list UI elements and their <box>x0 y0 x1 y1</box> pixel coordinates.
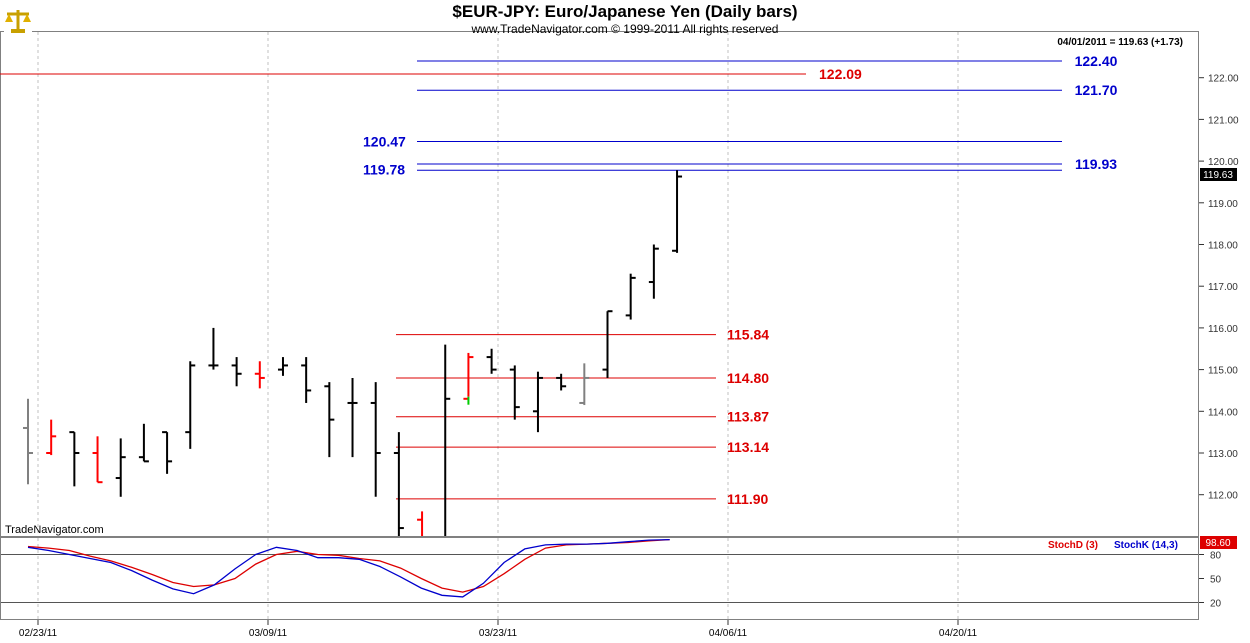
last-price-badge-text: 119.63 <box>1203 170 1233 181</box>
chart-subtitle: www.TradeNavigator.com © 1999-2011 All r… <box>471 22 779 36</box>
chart-title: $EUR-JPY: Euro/Japanese Yen (Daily bars) <box>452 2 797 21</box>
watermark: TradeNavigator.com <box>5 524 104 536</box>
stoch-value-badge <box>1200 536 1237 549</box>
x-tick-label: 04/20/11 <box>939 628 978 639</box>
stochastic-lines <box>1 538 1198 603</box>
red-level-label: 122.09 <box>819 66 862 82</box>
y-tick-label: 112.00 <box>1208 491 1238 502</box>
stoch-tick-label: 20 <box>1210 599 1222 610</box>
y-tick-label: 113.00 <box>1208 449 1238 460</box>
price-axis-ticks: 112.00 113.00 114.00 115.00 116.00 117.00 118.… <box>1199 74 1239 502</box>
x-tick-label: 02/23/11 <box>19 628 58 639</box>
stoch-panel-frame <box>0 537 1199 620</box>
stochd-legend: StochD (3) <box>1048 540 1098 551</box>
y-tick-label: 116.00 <box>1208 324 1238 335</box>
blue-level-label: 122.40 <box>1075 53 1118 69</box>
y-tick-label: 122.00 <box>1208 74 1239 85</box>
stoch-tick-label: 80 <box>1210 551 1222 562</box>
vertical-gridlines <box>37 32 959 619</box>
x-tick-label: 03/09/11 <box>249 628 288 639</box>
y-tick-label: 119.00 <box>1208 199 1238 210</box>
support-resistance-levels: 122.40 121.70 120.47 119.93 119.78 122.09 115.… <box>0 53 1118 507</box>
blue-level-label: 121.70 <box>1075 82 1118 98</box>
stochk-line <box>27 538 670 598</box>
red-level-label: 115.84 <box>727 327 769 343</box>
y-tick-label: 120.00 <box>1208 157 1239 168</box>
blue-level-label: 119.93 <box>1075 156 1117 172</box>
y-tick-label: 118.00 <box>1208 241 1238 252</box>
ohlc-bars <box>23 170 683 536</box>
red-level-label: 113.14 <box>727 439 769 455</box>
x-tick-label: 04/06/11 <box>709 628 748 639</box>
scales-icon[interactable] <box>4 6 32 34</box>
stochk-legend: StochK (14,3) <box>1114 540 1178 551</box>
last-price-info: 04/01/2011 = 119.63 (+1.73) <box>1057 37 1183 48</box>
y-tick-label: 115.00 <box>1208 366 1238 377</box>
last-price-badge <box>1200 168 1237 181</box>
stoch-tick-label: 50 <box>1210 575 1222 586</box>
y-tick-label: 121.00 <box>1208 115 1239 126</box>
stochd-line <box>27 538 670 593</box>
stoch-axis-ticks: 80 50 20 <box>1199 551 1222 610</box>
y-tick-label: 114.00 <box>1208 407 1238 418</box>
x-tick-label: 03/23/11 <box>479 628 518 639</box>
y-tick-label: 117.00 <box>1208 282 1238 293</box>
date-axis-ticks: 02/23/11 03/09/11 03/23/11 04/06/11 04/20/11 <box>19 620 978 639</box>
blue-level-label: 120.47 <box>363 134 406 150</box>
blue-level-label: 119.78 <box>363 161 405 177</box>
stoch-value-badge-text: 98.60 <box>1205 538 1230 549</box>
red-level-label: 114.80 <box>727 370 769 386</box>
red-level-label: 113.87 <box>727 409 769 425</box>
price-panel-frame <box>0 31 1199 537</box>
red-level-label: 111.90 <box>727 491 768 507</box>
